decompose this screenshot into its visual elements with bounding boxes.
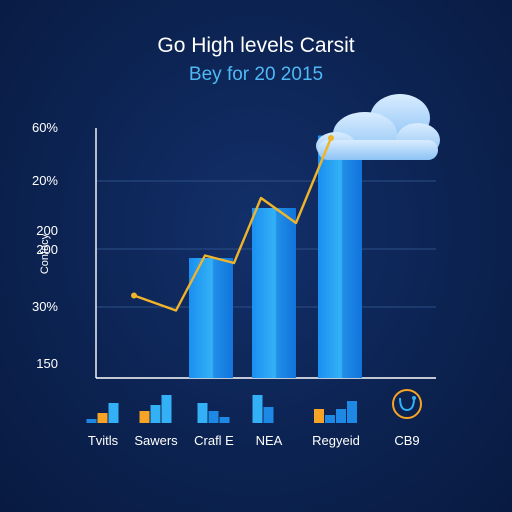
y-tick-label: 20% (32, 173, 58, 188)
y-tick-label: 200 (36, 242, 58, 257)
y-tick-label: 60% (32, 120, 58, 135)
legend-item: Crafl E (194, 403, 234, 448)
mini-bars-icon (252, 395, 274, 423)
legend-item: NEA (252, 395, 283, 448)
legend-label: Regyeid (312, 433, 360, 448)
legend-label: NEA (256, 433, 283, 448)
legend-label: Sawers (134, 433, 178, 448)
bar (318, 135, 362, 378)
bar (252, 208, 296, 378)
trend-line (131, 135, 334, 312)
trend-line-path (133, 137, 333, 312)
cloud-icon (316, 94, 440, 160)
y-tick-labels: 60% 20% 200 200 30% 150 (32, 120, 58, 371)
bar-shade (276, 208, 296, 378)
stethoscope-icon (392, 389, 422, 419)
y-tick-label: 150 (36, 356, 58, 371)
bars (189, 135, 362, 378)
mini-bars-icon (314, 401, 357, 423)
legend-item: CB9 (392, 389, 422, 448)
legend-item: Tvitls (86, 403, 119, 448)
bar-shade (213, 258, 233, 378)
legend-label: Tvitls (88, 433, 119, 448)
y-axis-label: Confacy (39, 233, 51, 274)
bar-shade (342, 135, 362, 378)
mini-bars-icon (139, 395, 172, 423)
chart-title: Go High levels Carsit (157, 34, 355, 57)
chart-subtitle: Bey for 20 2015 (188, 64, 324, 85)
trend-point (328, 135, 334, 141)
mini-bars-icon (197, 403, 230, 423)
mini-bars-icon (86, 403, 119, 423)
legend: Tvitls Sawers Crafl E NEA Regyeid CB9 (86, 389, 422, 448)
y-tick-label: 200 (36, 223, 58, 238)
legend-item: Regyeid (312, 401, 360, 448)
bar (189, 258, 233, 378)
y-tick-label: 30% (32, 299, 58, 314)
trend-point (131, 292, 137, 299)
legend-item: Sawers (134, 395, 178, 448)
legend-label: Crafl E (194, 433, 234, 448)
legend-label: CB9 (394, 433, 419, 448)
